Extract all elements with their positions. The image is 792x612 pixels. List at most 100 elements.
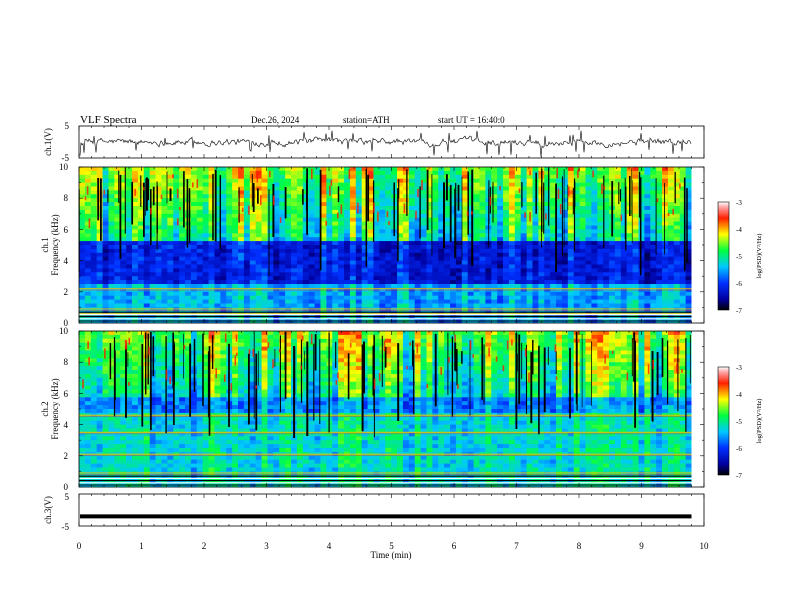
spectrogram-cell xyxy=(438,202,445,207)
spectrogram-cell xyxy=(190,170,198,176)
spectrogram-cell xyxy=(379,233,386,238)
spectrogram-cell xyxy=(361,229,368,234)
spectrogram-cell xyxy=(261,237,268,242)
spectrogram-cell xyxy=(385,260,392,265)
figure-title: VLF Spectra xyxy=(80,114,137,126)
spectrogram-cell xyxy=(491,225,498,230)
spectrogram-cell xyxy=(214,213,221,219)
spectrogram-cell xyxy=(243,291,251,297)
spectrogram-cell xyxy=(120,342,127,347)
spectrogram-cell xyxy=(314,315,321,320)
spectrogram-cell xyxy=(556,260,563,265)
spectrogram-cell xyxy=(585,206,592,211)
spectrogram-cell xyxy=(196,202,204,207)
spectrogram-cell xyxy=(620,303,628,308)
spectrogram-cell xyxy=(102,256,109,261)
spectrogram-cell xyxy=(408,186,416,191)
spectrogram-cell xyxy=(149,229,156,234)
spectrogram-cell xyxy=(243,256,251,261)
spectrogram-cell xyxy=(238,237,245,242)
spectrogram-cell xyxy=(526,202,533,207)
spectrogram-cell xyxy=(355,264,363,269)
spectrogram-cell xyxy=(226,338,233,344)
spectrogram-cell xyxy=(267,280,274,285)
spectrogram-cell xyxy=(514,268,522,273)
spectrogram-cell xyxy=(120,334,127,340)
spectrogram-cell xyxy=(414,237,421,242)
spectrogram-cell xyxy=(202,178,209,183)
spectrogram-cell xyxy=(173,276,180,281)
spectrogram-cell xyxy=(526,315,533,320)
spectrogram-cell xyxy=(497,272,504,277)
spectrogram-cell xyxy=(90,315,98,320)
spectrogram-cell xyxy=(320,174,327,180)
spectrogram-cell xyxy=(497,276,504,281)
spectrogram-cell xyxy=(243,252,251,258)
ch1-waveform-ylabel: ch.1(V) xyxy=(43,128,53,156)
spectrogram-cell xyxy=(214,342,221,347)
spectrogram-cell xyxy=(296,174,304,180)
spectrogram-cell xyxy=(620,280,628,285)
spectrogram-cell xyxy=(461,190,469,195)
spectrogram-cell xyxy=(285,170,292,176)
spectrogram-cell xyxy=(414,213,421,219)
spectrogram-cell xyxy=(620,198,628,203)
spectrogram-cell xyxy=(626,252,634,258)
spectrogram-cell xyxy=(567,233,575,238)
spectrogram-cell xyxy=(208,338,215,344)
spectrogram-cell xyxy=(667,276,675,281)
spectrogram-cell xyxy=(279,167,286,172)
spectrogram-cell xyxy=(673,221,681,226)
spectrogram-cell xyxy=(420,334,427,340)
spectrogram-cell xyxy=(296,291,304,297)
spectrogram-cell xyxy=(332,303,339,308)
spectrogram-cell xyxy=(137,268,145,273)
spectrogram-cell xyxy=(597,342,604,347)
spectrogram-cell xyxy=(473,264,480,269)
spectrogram-cell xyxy=(220,190,227,195)
spectrogram-cell xyxy=(249,272,257,277)
spectrogram-cell xyxy=(526,198,533,203)
spectrogram-cell xyxy=(326,194,333,199)
spectrogram-cell xyxy=(532,295,539,300)
spectrogram-cell xyxy=(267,190,274,195)
spectrogram-cell xyxy=(579,190,586,195)
spectrogram-cell xyxy=(161,268,168,273)
spectrogram-cell xyxy=(90,237,98,242)
spectrogram-cell xyxy=(238,167,245,172)
spectrogram-cell xyxy=(561,338,569,344)
spectrogram-cell xyxy=(226,217,233,222)
spectrogram-cell xyxy=(202,206,209,211)
spectrogram-cell xyxy=(638,233,645,238)
spectrogram-cell xyxy=(650,198,657,203)
spectrogram-cell xyxy=(308,252,315,258)
spectrogram-cell xyxy=(243,167,251,172)
spectrogram-cell xyxy=(179,295,186,300)
spectrogram-cell xyxy=(232,272,239,277)
spectrogram-cell xyxy=(79,198,86,203)
spectrogram-cell xyxy=(349,233,357,238)
spectrogram-cell xyxy=(603,198,610,203)
spectrogram-cell xyxy=(526,194,533,199)
spectrogram-cell xyxy=(314,272,321,277)
spectrogram-cell xyxy=(497,174,504,180)
spectrogram-cell xyxy=(497,178,504,183)
spectrogram-cell xyxy=(603,256,610,261)
spectrogram-cell xyxy=(302,237,310,242)
spectrogram-cell xyxy=(279,280,286,285)
spectrogram-cell xyxy=(320,299,327,304)
spectrogram-cell xyxy=(84,194,92,199)
spectrogram-cell xyxy=(79,264,86,269)
spectrogram-cell xyxy=(397,209,404,215)
spectrogram-cell xyxy=(450,284,457,289)
spectrogram-cell xyxy=(220,291,227,297)
spectrogram-cell xyxy=(102,221,109,226)
spectrogram-cell xyxy=(96,170,103,176)
spectrogram-cell xyxy=(544,280,551,285)
spectrogram-cell xyxy=(520,182,527,187)
spectrogram-cell xyxy=(214,252,221,258)
spectrogram-cell xyxy=(450,209,457,215)
spectrogram-cell xyxy=(208,248,215,254)
spectrogram-cell xyxy=(461,315,469,320)
spectrogram-cell xyxy=(90,194,98,199)
